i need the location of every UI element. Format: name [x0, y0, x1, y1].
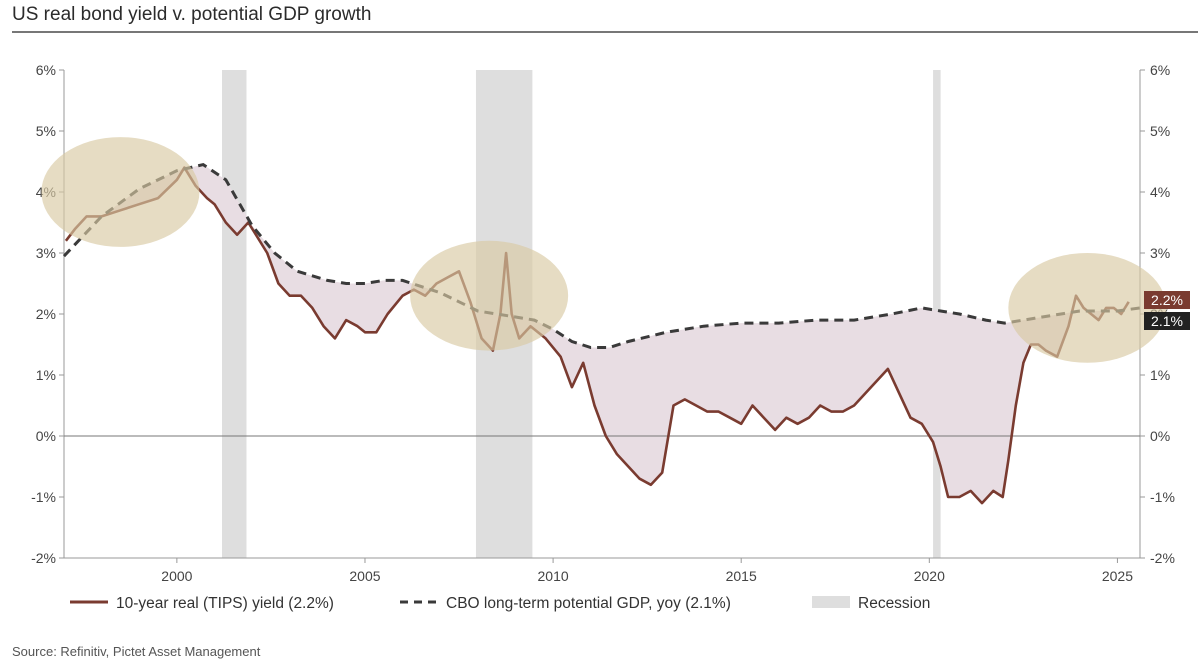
y-tick-label-left: 5% [36, 123, 56, 139]
legend-label-yield: 10-year real (TIPS) yield (2.2%) [116, 595, 334, 612]
highlight-ellipse [410, 240, 569, 351]
title-rule [12, 31, 1198, 33]
x-tick-label: 2010 [538, 568, 569, 584]
y-tick-label-left: 0% [36, 428, 56, 444]
y-tick-label-right: 3% [1150, 245, 1170, 261]
end-label-yield: 2.2% [1151, 292, 1183, 308]
gap-fill-area [65, 164, 1129, 504]
legend-swatch-recession [812, 596, 850, 608]
x-tick-label: 2020 [914, 568, 945, 584]
y-tick-label-right: -1% [1150, 489, 1175, 505]
chart-title: US real bond yield v. potential GDP grow… [12, 4, 372, 25]
y-tick-label-right: 0% [1150, 428, 1170, 444]
y-tick-label-right: 5% [1150, 123, 1170, 139]
y-tick-label-right: 4% [1150, 184, 1170, 200]
end-label-box-yield [1144, 291, 1190, 309]
legend-label-gdp: CBO long-term potential GDP, yoy (2.1%) [446, 595, 731, 612]
y-tick-label-right: -2% [1150, 550, 1175, 566]
highlight-ellipse [41, 137, 200, 247]
recession-band [222, 70, 247, 558]
x-tick-label: 2015 [726, 568, 757, 584]
x-tick-label: 2025 [1102, 568, 1133, 584]
y-tick-label-left: -2% [31, 550, 56, 566]
y-tick-label-right: 1% [1150, 367, 1170, 383]
x-tick-label: 2000 [161, 568, 192, 584]
end-label-gdp: 2.1% [1151, 313, 1183, 329]
x-tick-label: 2005 [349, 568, 380, 584]
legend-label-recession: Recession [858, 595, 930, 612]
y-tick-label-right: 6% [1150, 62, 1170, 78]
series-line-tips-yield [64, 166, 1130, 505]
source-note: Source: Refinitiv, Pictet Asset Manageme… [12, 644, 261, 659]
y-tick-label-left: 3% [36, 245, 56, 261]
series-line-cbo-gdp [62, 162, 1141, 349]
chart: -2%-2%-1%-1%0%0%1%1%2%2%3%3%4%4%5%5%6%6%… [31, 62, 1190, 612]
highlight-ellipse [1008, 253, 1167, 363]
end-label-box-gdp [1144, 312, 1190, 330]
y-tick-label-left: 2% [36, 306, 56, 322]
y-tick-label-left: 6% [36, 62, 56, 78]
y-tick-label-left: -1% [31, 489, 56, 505]
y-tick-label-left: 1% [36, 367, 56, 383]
